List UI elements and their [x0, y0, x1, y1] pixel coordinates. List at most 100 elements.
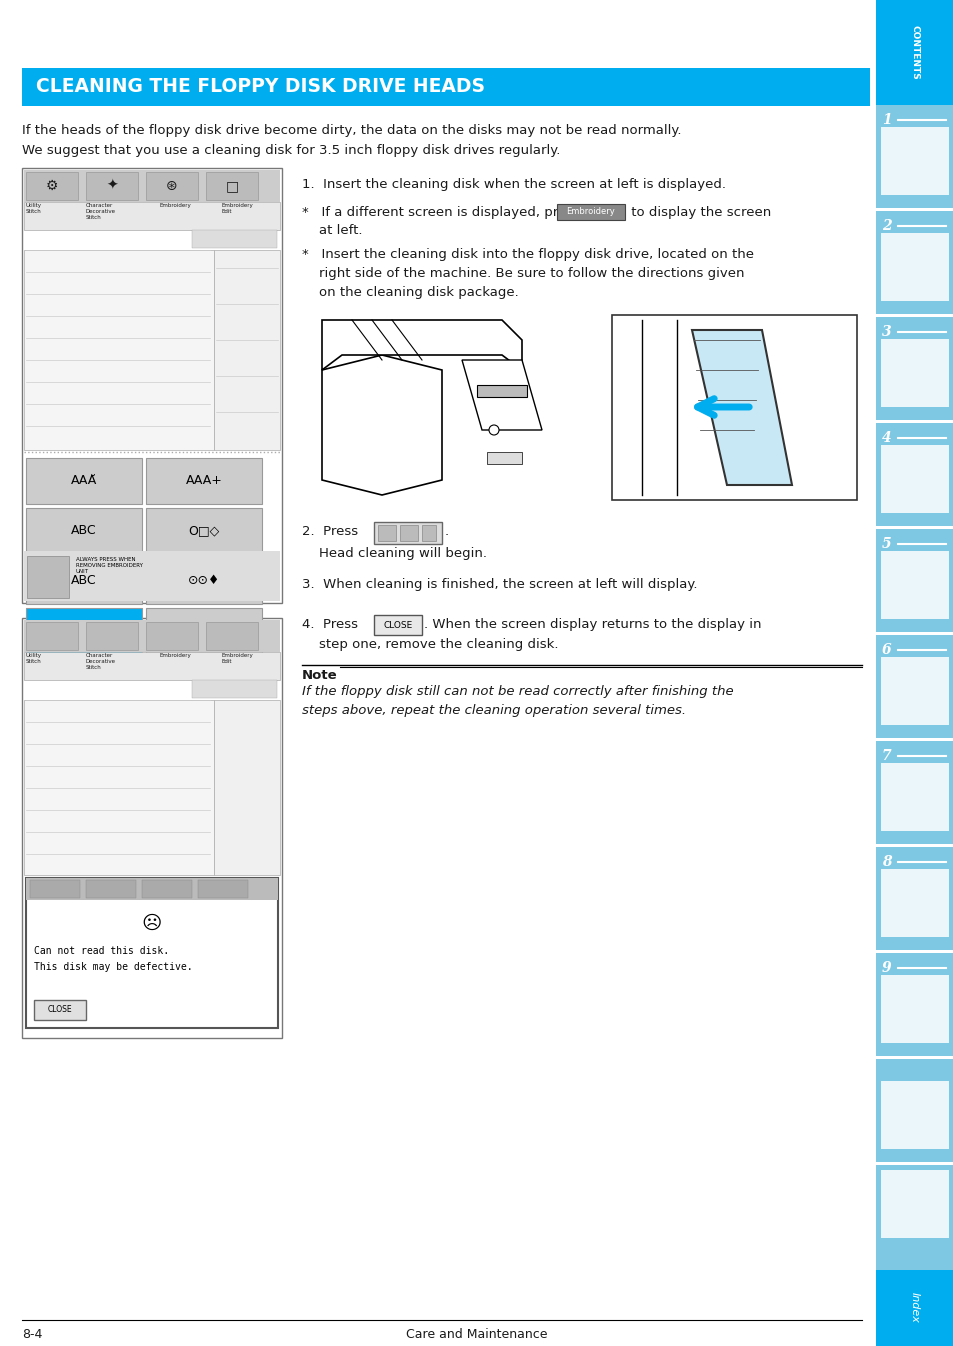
Bar — [213, 250, 280, 450]
Text: ALWAYS PRESS WHEN
REMOVING EMBROIDERY
UNIT: ALWAYS PRESS WHEN REMOVING EMBROIDERY UN… — [76, 557, 143, 573]
Bar — [30, 880, 80, 898]
Text: ABC: ABC — [71, 575, 96, 587]
Text: Care and Maintenance: Care and Maintenance — [406, 1329, 547, 1341]
Text: Can not read this disk.: Can not read this disk. — [34, 946, 169, 956]
Bar — [880, 551, 948, 619]
Bar — [880, 127, 948, 195]
Bar — [26, 878, 277, 1028]
Circle shape — [489, 425, 498, 435]
Text: O□◇: O□◇ — [188, 525, 219, 537]
Bar — [146, 507, 262, 555]
Text: ☹: ☹ — [142, 914, 162, 933]
Text: 6: 6 — [882, 643, 891, 657]
Bar — [880, 1170, 948, 1238]
Bar — [399, 525, 417, 541]
Bar — [22, 618, 282, 1038]
Bar — [24, 202, 280, 230]
Text: We suggest that you use a cleaning disk for 3.5 inch floppy disk drives regularl: We suggest that you use a cleaning disk … — [22, 144, 559, 157]
Text: 8: 8 — [882, 855, 891, 870]
Text: *   Insert the cleaning disk into the floppy disk drive, located on the: * Insert the cleaning disk into the flop… — [302, 248, 753, 261]
Bar — [26, 172, 78, 201]
Bar — [206, 622, 257, 650]
Text: 3.  When cleaning is finished, the screen at left will display.: 3. When cleaning is finished, the screen… — [302, 577, 697, 591]
Text: CLEANING THE FLOPPY DISK DRIVE HEADS: CLEANING THE FLOPPY DISK DRIVE HEADS — [36, 78, 484, 97]
Bar — [146, 622, 198, 650]
Bar — [374, 615, 421, 635]
Bar — [27, 556, 69, 598]
Bar — [875, 318, 953, 420]
Bar — [86, 622, 138, 650]
Text: Note: Note — [302, 669, 337, 682]
Text: Index: Index — [909, 1292, 919, 1322]
Text: to display the screen: to display the screen — [626, 206, 770, 219]
Text: If the floppy disk still can not be read correctly after finishing the: If the floppy disk still can not be read… — [302, 685, 733, 699]
Text: Utility
Stitch: Utility Stitch — [26, 653, 42, 664]
Bar — [875, 529, 953, 633]
Bar — [612, 315, 856, 499]
Text: step one, remove the cleaning disk.: step one, remove the cleaning disk. — [302, 638, 558, 651]
Text: AAA+: AAA+ — [186, 475, 222, 487]
Bar — [206, 172, 257, 201]
Text: AAĂ: AAĂ — [71, 475, 97, 487]
Text: ABC: ABC — [71, 525, 96, 537]
Bar — [26, 608, 142, 654]
Bar — [875, 1059, 953, 1162]
Polygon shape — [322, 320, 521, 370]
Bar — [557, 205, 624, 219]
Bar — [377, 525, 395, 541]
Bar — [24, 170, 280, 202]
Text: on the cleaning disk package.: on the cleaning disk package. — [302, 285, 518, 299]
Bar — [146, 458, 262, 503]
Text: Embroidery: Embroidery — [160, 203, 192, 209]
Text: ⊛: ⊛ — [166, 179, 177, 192]
Text: Character
Decorative
Stitch: Character Decorative Stitch — [86, 203, 116, 219]
Bar — [24, 621, 280, 651]
Bar — [875, 0, 953, 105]
Bar — [486, 452, 521, 464]
Bar — [875, 211, 953, 314]
Bar — [880, 975, 948, 1043]
Text: 7: 7 — [882, 748, 891, 763]
Polygon shape — [322, 355, 441, 495]
Bar — [142, 880, 192, 898]
Bar — [880, 870, 948, 937]
Text: Embroidery: Embroidery — [160, 653, 192, 658]
Text: 4.  Press: 4. Press — [302, 618, 357, 631]
Bar — [146, 559, 262, 604]
Text: 4: 4 — [882, 431, 891, 446]
Text: Embroidery: Embroidery — [566, 207, 615, 217]
Bar — [374, 522, 441, 544]
Bar — [22, 168, 282, 603]
Bar — [875, 423, 953, 526]
Text: This disk may be defective.: This disk may be defective. — [34, 962, 193, 972]
Text: .: . — [444, 525, 449, 538]
Text: ✦: ✦ — [106, 179, 117, 192]
Text: . When the screen display returns to the display in: . When the screen display returns to the… — [423, 618, 760, 631]
Text: steps above, repeat the cleaning operation several times.: steps above, repeat the cleaning operati… — [302, 704, 685, 717]
Bar — [26, 507, 142, 555]
Bar — [24, 700, 213, 875]
Bar — [22, 69, 869, 106]
Bar — [146, 172, 198, 201]
Bar — [875, 847, 953, 950]
Bar — [880, 339, 948, 406]
Text: 1: 1 — [882, 113, 891, 127]
Bar — [875, 742, 953, 844]
Text: at left.: at left. — [302, 223, 362, 237]
Bar — [875, 105, 953, 209]
Text: 5: 5 — [882, 537, 891, 551]
Text: Embroidery
Edit: Embroidery Edit — [222, 203, 253, 214]
Bar — [86, 880, 136, 898]
Bar — [880, 763, 948, 830]
Text: 8-4: 8-4 — [22, 1329, 42, 1341]
Polygon shape — [461, 359, 541, 429]
Bar — [421, 525, 436, 541]
Bar — [146, 608, 262, 654]
Bar — [213, 700, 280, 875]
Text: 9: 9 — [882, 961, 891, 975]
Bar — [26, 458, 142, 503]
Bar — [880, 1081, 948, 1149]
Text: right side of the machine. Be sure to follow the directions given: right side of the machine. Be sure to fo… — [302, 267, 743, 280]
Bar — [192, 680, 276, 699]
Bar — [880, 657, 948, 725]
